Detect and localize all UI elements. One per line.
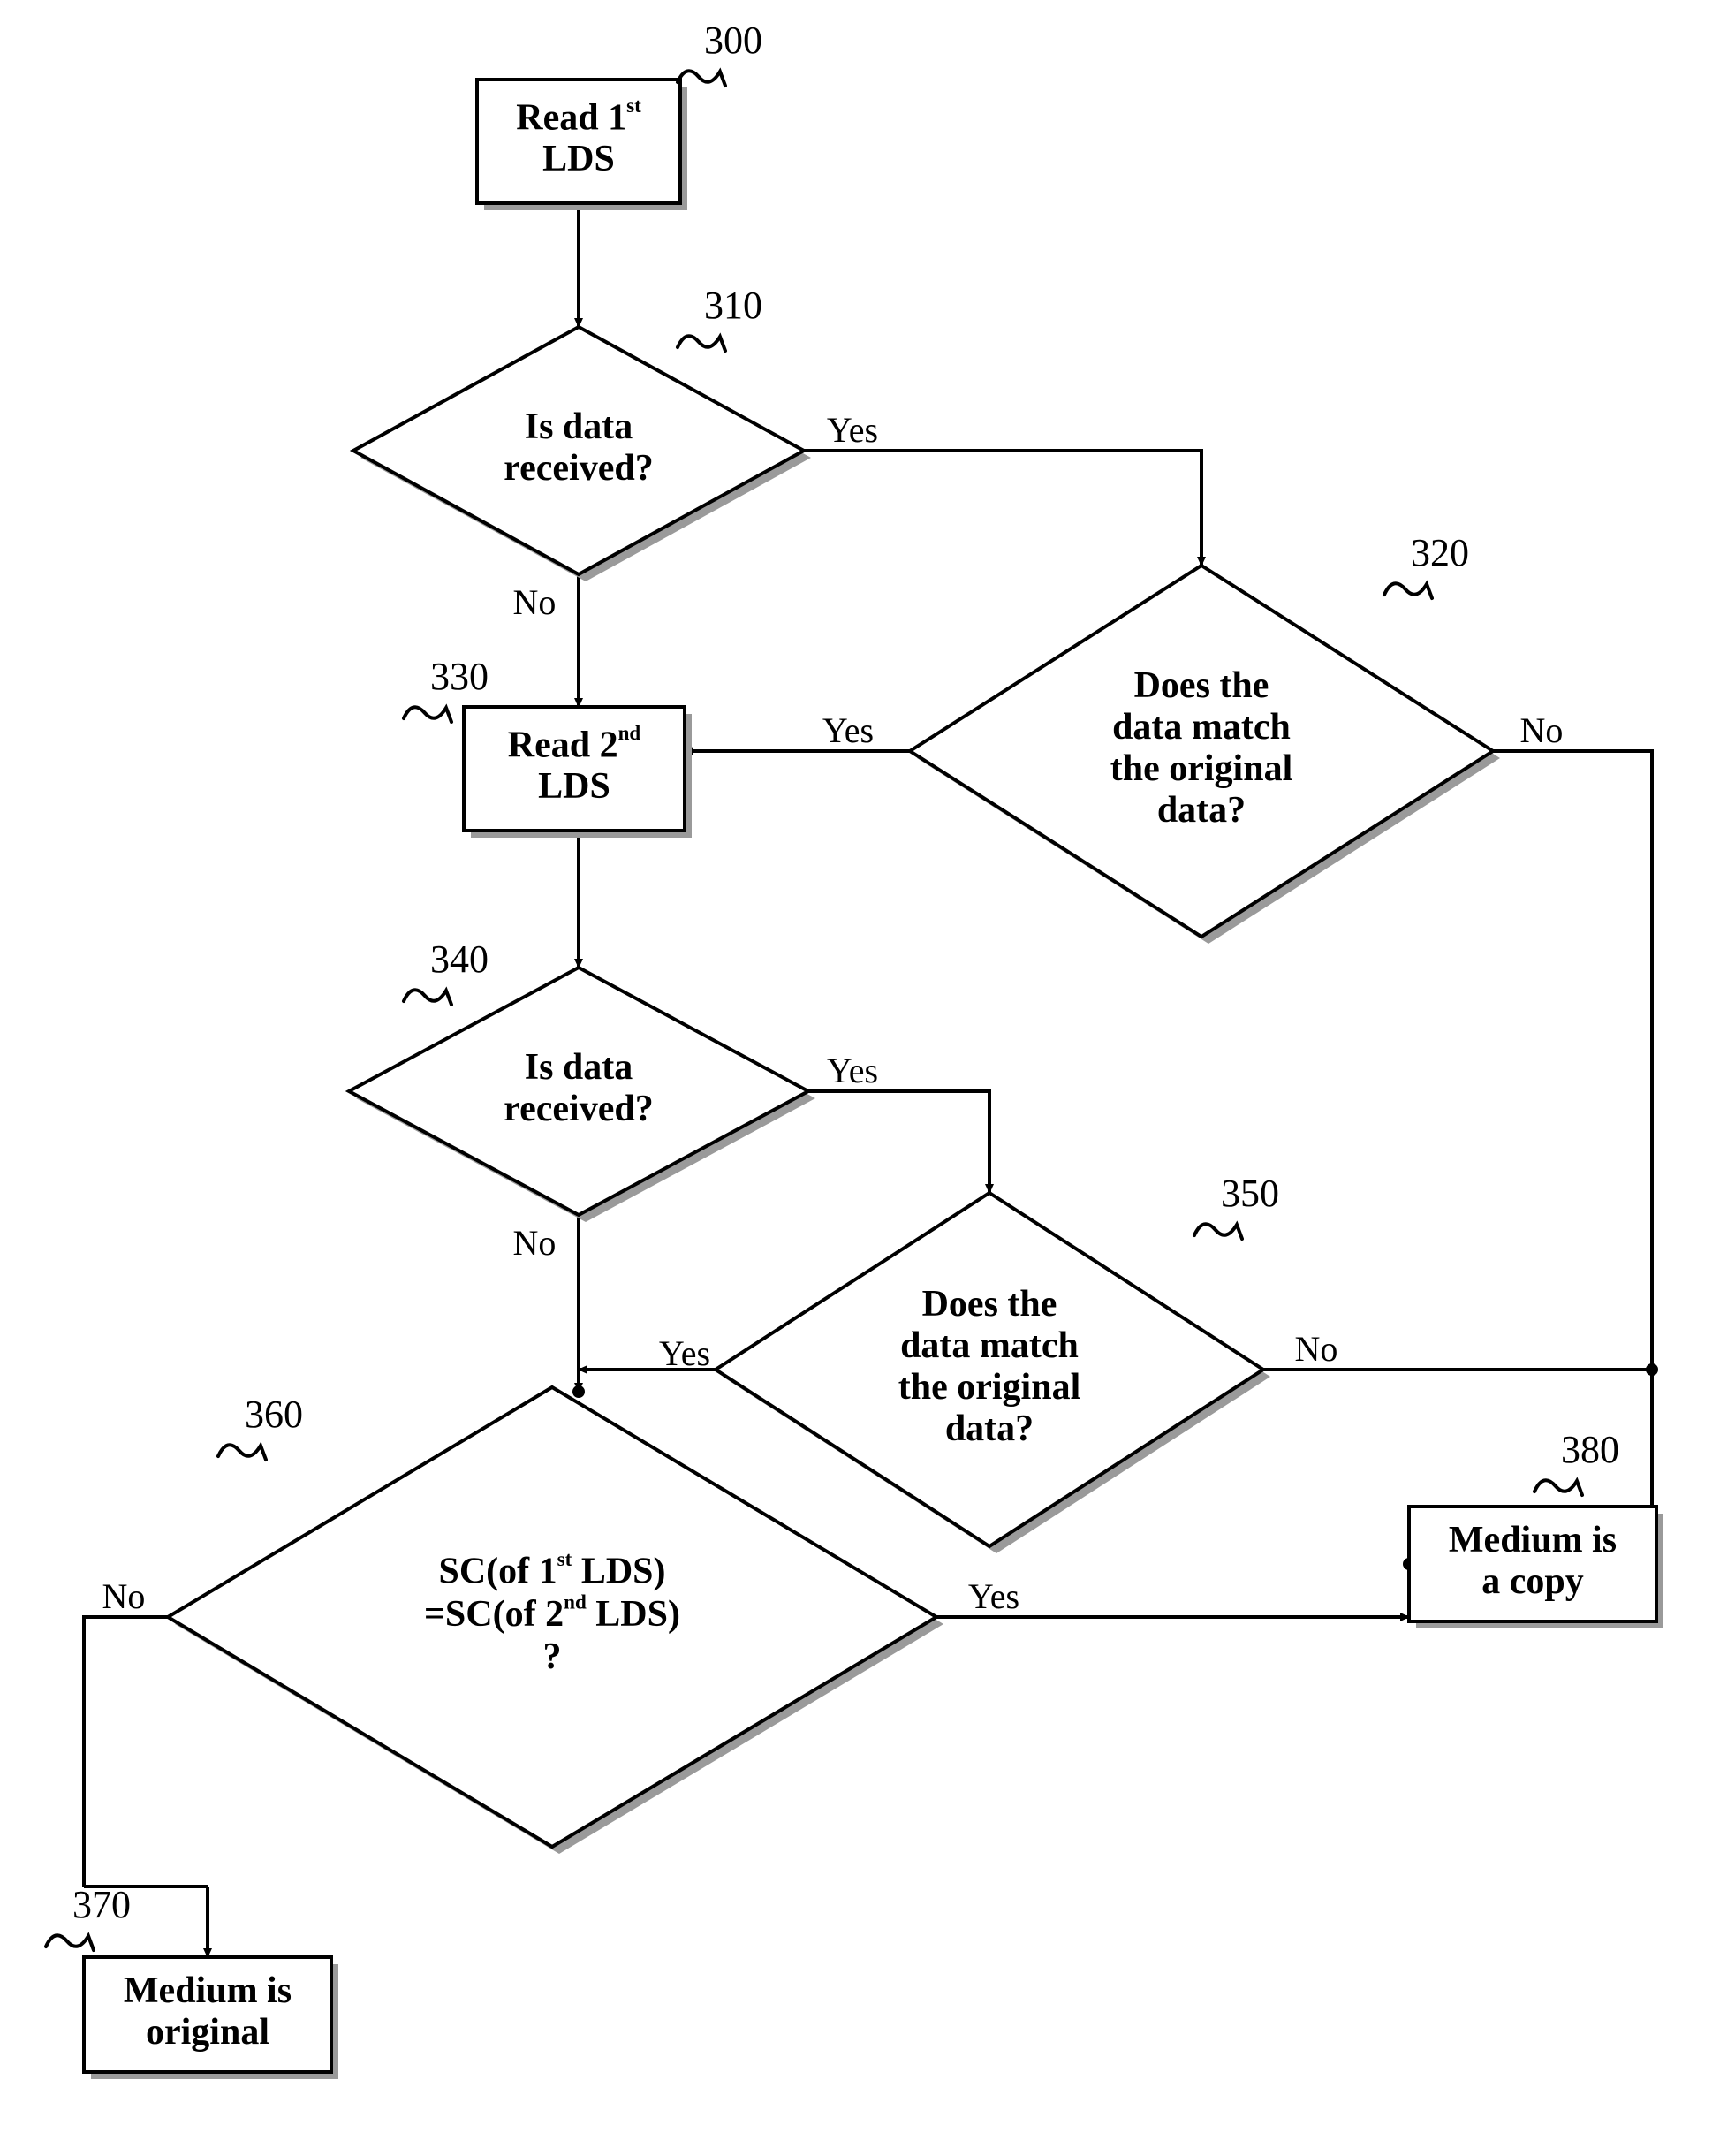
svg-text:data?: data?	[1157, 790, 1246, 831]
svg-text:360: 360	[245, 1393, 303, 1436]
svg-text:a copy: a copy	[1481, 1561, 1584, 1602]
svg-text:Does the: Does the	[1134, 665, 1269, 706]
svg-text:Yes: Yes	[827, 410, 878, 450]
svg-text:No: No	[1295, 1329, 1338, 1369]
svg-text:380: 380	[1561, 1428, 1619, 1471]
svg-text:330: 330	[430, 655, 489, 698]
svg-text:data?: data?	[945, 1408, 1034, 1449]
svg-text:Yes: Yes	[968, 1576, 1019, 1616]
svg-text:?: ?	[543, 1636, 562, 1677]
svg-text:No: No	[513, 582, 557, 622]
svg-text:310: 310	[704, 284, 762, 327]
svg-text:Yes: Yes	[822, 710, 874, 750]
svg-text:Medium is: Medium is	[124, 1970, 292, 2011]
svg-text:the original: the original	[1110, 748, 1293, 789]
svg-text:320: 320	[1411, 531, 1469, 574]
svg-text:Medium is: Medium is	[1449, 1520, 1617, 1560]
svg-text:Yes: Yes	[827, 1051, 878, 1090]
svg-text:370: 370	[72, 1883, 131, 1926]
svg-text:data match: data match	[1112, 707, 1291, 748]
svg-text:Is data: Is data	[525, 1047, 633, 1088]
svg-text:received?: received?	[504, 1089, 653, 1129]
svg-text:LDS: LDS	[542, 139, 615, 179]
svg-text:data match: data match	[900, 1325, 1079, 1366]
svg-text:Does the: Does the	[922, 1284, 1057, 1325]
svg-text:=SC(of 2nd LDS): =SC(of 2nd LDS)	[424, 1590, 680, 1635]
svg-text:340: 340	[430, 938, 489, 981]
svg-text:350: 350	[1221, 1172, 1279, 1215]
svg-text:Yes: Yes	[659, 1333, 710, 1373]
svg-text:No: No	[1520, 710, 1564, 750]
svg-text:received?: received?	[504, 448, 653, 489]
svg-text:Read 1st: Read 1st	[516, 94, 641, 138]
svg-text:SC(of 1st LDS): SC(of 1st LDS)	[438, 1547, 665, 1591]
svg-text:No: No	[513, 1223, 557, 1263]
svg-text:LDS: LDS	[538, 766, 610, 807]
svg-text:300: 300	[704, 19, 762, 62]
svg-text:Is data: Is data	[525, 406, 633, 447]
svg-text:No: No	[102, 1576, 146, 1616]
svg-text:original: original	[146, 2012, 269, 2053]
svg-text:the original: the original	[898, 1367, 1081, 1408]
